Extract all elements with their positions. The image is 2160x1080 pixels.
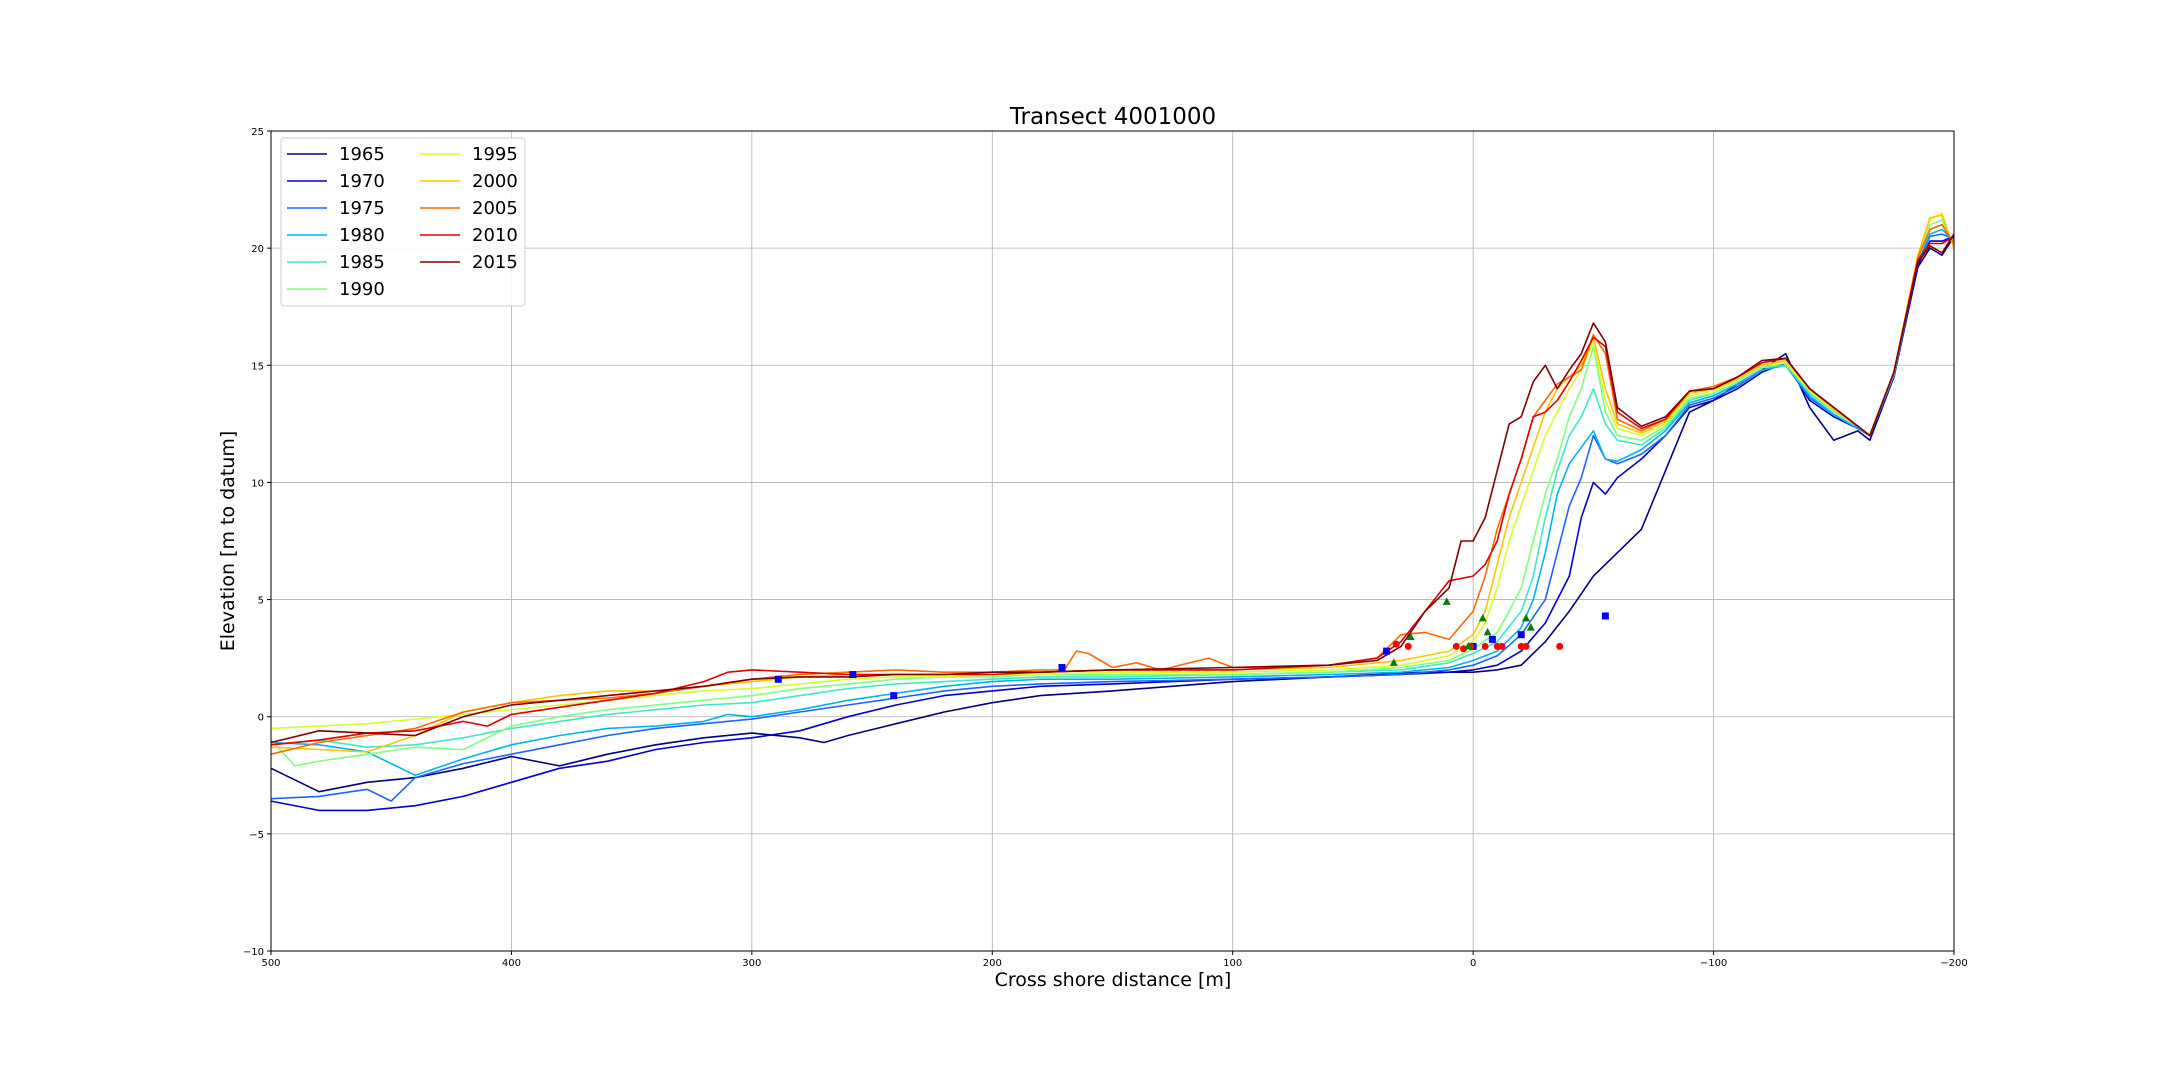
marker-square xyxy=(890,692,898,700)
marker-triangle xyxy=(1526,623,1535,631)
legend-label-1975: 1975 xyxy=(339,198,385,219)
x-tick-label: 200 xyxy=(983,958,1002,969)
legend-label-1995: 1995 xyxy=(472,144,518,165)
marker-circle xyxy=(1493,642,1501,650)
x-tick-label: 400 xyxy=(502,958,521,969)
series-line-1975 xyxy=(270,233,1955,802)
x-tick-label: 300 xyxy=(742,958,761,969)
marker-triangle xyxy=(1478,613,1487,622)
y-tick-label: 20 xyxy=(251,244,264,255)
y-tick-label: −10 xyxy=(243,947,264,958)
marker-triangle xyxy=(1522,613,1531,622)
marker-square xyxy=(774,675,782,683)
legend: 1965 1970 1975 1980 1985 1990 1995 2000 2005 2010… xyxy=(280,137,526,307)
series-line-1970 xyxy=(270,235,1955,812)
marker-triangle xyxy=(1406,632,1415,641)
y-tick-label: 25 xyxy=(251,127,264,138)
marker-square xyxy=(1488,635,1496,643)
marker-circle xyxy=(1481,642,1489,650)
x-tick-label: 500 xyxy=(261,958,280,969)
marker-triangle xyxy=(1464,641,1473,650)
marker-circle xyxy=(1460,645,1468,653)
y-tick-label: 15 xyxy=(251,361,264,372)
x-tick-label: 0 xyxy=(1470,958,1476,969)
y-tick-label: 5 xyxy=(258,596,264,607)
legend-label-1990: 1990 xyxy=(339,279,385,300)
x-tick-label: 100 xyxy=(1223,958,1242,969)
x-axis-title: Cross shore distance [m] xyxy=(995,969,1232,991)
marker-square xyxy=(849,671,857,679)
legend-label-2005: 2005 xyxy=(472,198,518,219)
legend-label-2010: 2010 xyxy=(472,225,518,246)
marker-circle xyxy=(1522,642,1530,650)
y-tick-label: 0 xyxy=(258,713,264,724)
marker-square xyxy=(1058,664,1066,672)
series-layer xyxy=(270,212,1955,812)
legend-label-1985: 1985 xyxy=(339,252,385,273)
legend-label-2015: 2015 xyxy=(472,252,518,273)
marker-triangle xyxy=(1483,627,1492,636)
series-line-1980 xyxy=(270,228,1955,777)
legend-label-2000: 2000 xyxy=(472,171,518,192)
x-tick-label: −200 xyxy=(1940,958,1967,969)
legend-box xyxy=(280,137,526,307)
series-line-1995 xyxy=(270,212,1955,730)
marker-circle xyxy=(1392,640,1400,648)
legend-label-1965: 1965 xyxy=(339,144,385,165)
chart-title: Transect 4001000 xyxy=(1009,104,1216,130)
marker-layer xyxy=(774,597,1609,700)
y-axis-title: Elevation [m to datum] xyxy=(217,431,239,652)
legend-label-1970: 1970 xyxy=(339,171,385,192)
legend-label-1980: 1980 xyxy=(339,225,385,246)
marker-circle xyxy=(1404,642,1412,650)
marker-square xyxy=(1517,631,1525,639)
y-tick-label: −5 xyxy=(249,830,264,841)
series-line-1985 xyxy=(270,223,1955,748)
plot-frame xyxy=(270,130,1955,952)
marker-square xyxy=(1601,612,1609,620)
marker-triangle xyxy=(1442,597,1451,605)
marker-circle xyxy=(1556,642,1564,650)
marker-triangle xyxy=(1389,658,1398,666)
x-tick-label: −100 xyxy=(1700,958,1727,969)
marker-circle xyxy=(1498,642,1506,650)
series-line-2015 xyxy=(270,233,1955,744)
marker-circle xyxy=(1517,642,1525,650)
ticks: 500 400 300 200 100 0 −100 −200 −10 −5 0 5 10 15 20 25 xyxy=(243,127,1968,969)
y-tick-label: 10 xyxy=(251,478,264,489)
marker-square xyxy=(1383,647,1391,655)
marker-circle xyxy=(1452,642,1460,650)
